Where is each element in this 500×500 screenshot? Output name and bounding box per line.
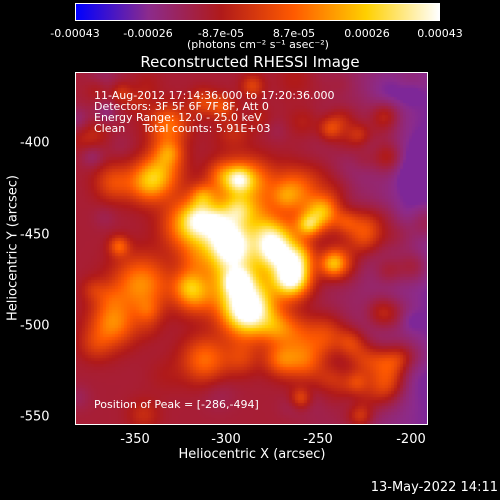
- peak-position-label: Position of Peak = [-286,-494]: [94, 398, 259, 411]
- y-tick-label: -400: [20, 135, 50, 151]
- colorbar-tick-label: -8.7e-05: [197, 27, 245, 40]
- annotation-energy-range: Energy Range: 12.0 - 25.0 keV: [94, 111, 262, 124]
- colorbar-tick-label: 8.7e-05: [272, 27, 316, 40]
- colorbar-tick-label: 0.00026: [344, 27, 390, 40]
- y-axis-label: Heliocentric Y (arcsec): [5, 175, 21, 321]
- x-tick-label: -300: [211, 432, 241, 447]
- annotation-time-range: 11-Aug-2012 17:14:36.000 to 17:20:36.000: [94, 89, 335, 102]
- x-axis-label: Heliocentric X (arcsec): [178, 447, 326, 462]
- footer-timestamp: 13-May-2022 14:11: [370, 480, 498, 495]
- x-tick-label: -250: [303, 432, 333, 447]
- y-tick-label: -550: [20, 409, 50, 425]
- colorbar-unit-label: (photons cm⁻² s⁻¹ asec⁻²): [187, 38, 329, 51]
- colorbar-tick-label: -0.00043: [50, 27, 100, 40]
- annotation-clean-counts: Clean Total counts: 5.91E+03: [94, 122, 271, 135]
- annotation-detectors: Detectors: 3F 5F 6F 7F 8F, Att 0: [94, 100, 269, 113]
- image-plot-area: 11-Aug-2012 17:14:36.000 to 17:20:36.000…: [75, 72, 428, 425]
- colorbar: [75, 3, 440, 21]
- y-tick-label: -450: [20, 227, 50, 243]
- x-tick-label: -200: [396, 432, 426, 447]
- y-tick-label: -500: [20, 318, 50, 334]
- rhessi-image-heatmap: [76, 73, 427, 424]
- colorbar-tick-label: 0.00043: [417, 27, 463, 40]
- plot-title: Reconstructed RHESSI Image: [140, 53, 360, 71]
- x-tick-label: -350: [120, 432, 150, 447]
- x-axis-label-row: Heliocentric X (arcsec): [0, 447, 500, 462]
- colorbar-tick-label: -0.00026: [123, 27, 173, 40]
